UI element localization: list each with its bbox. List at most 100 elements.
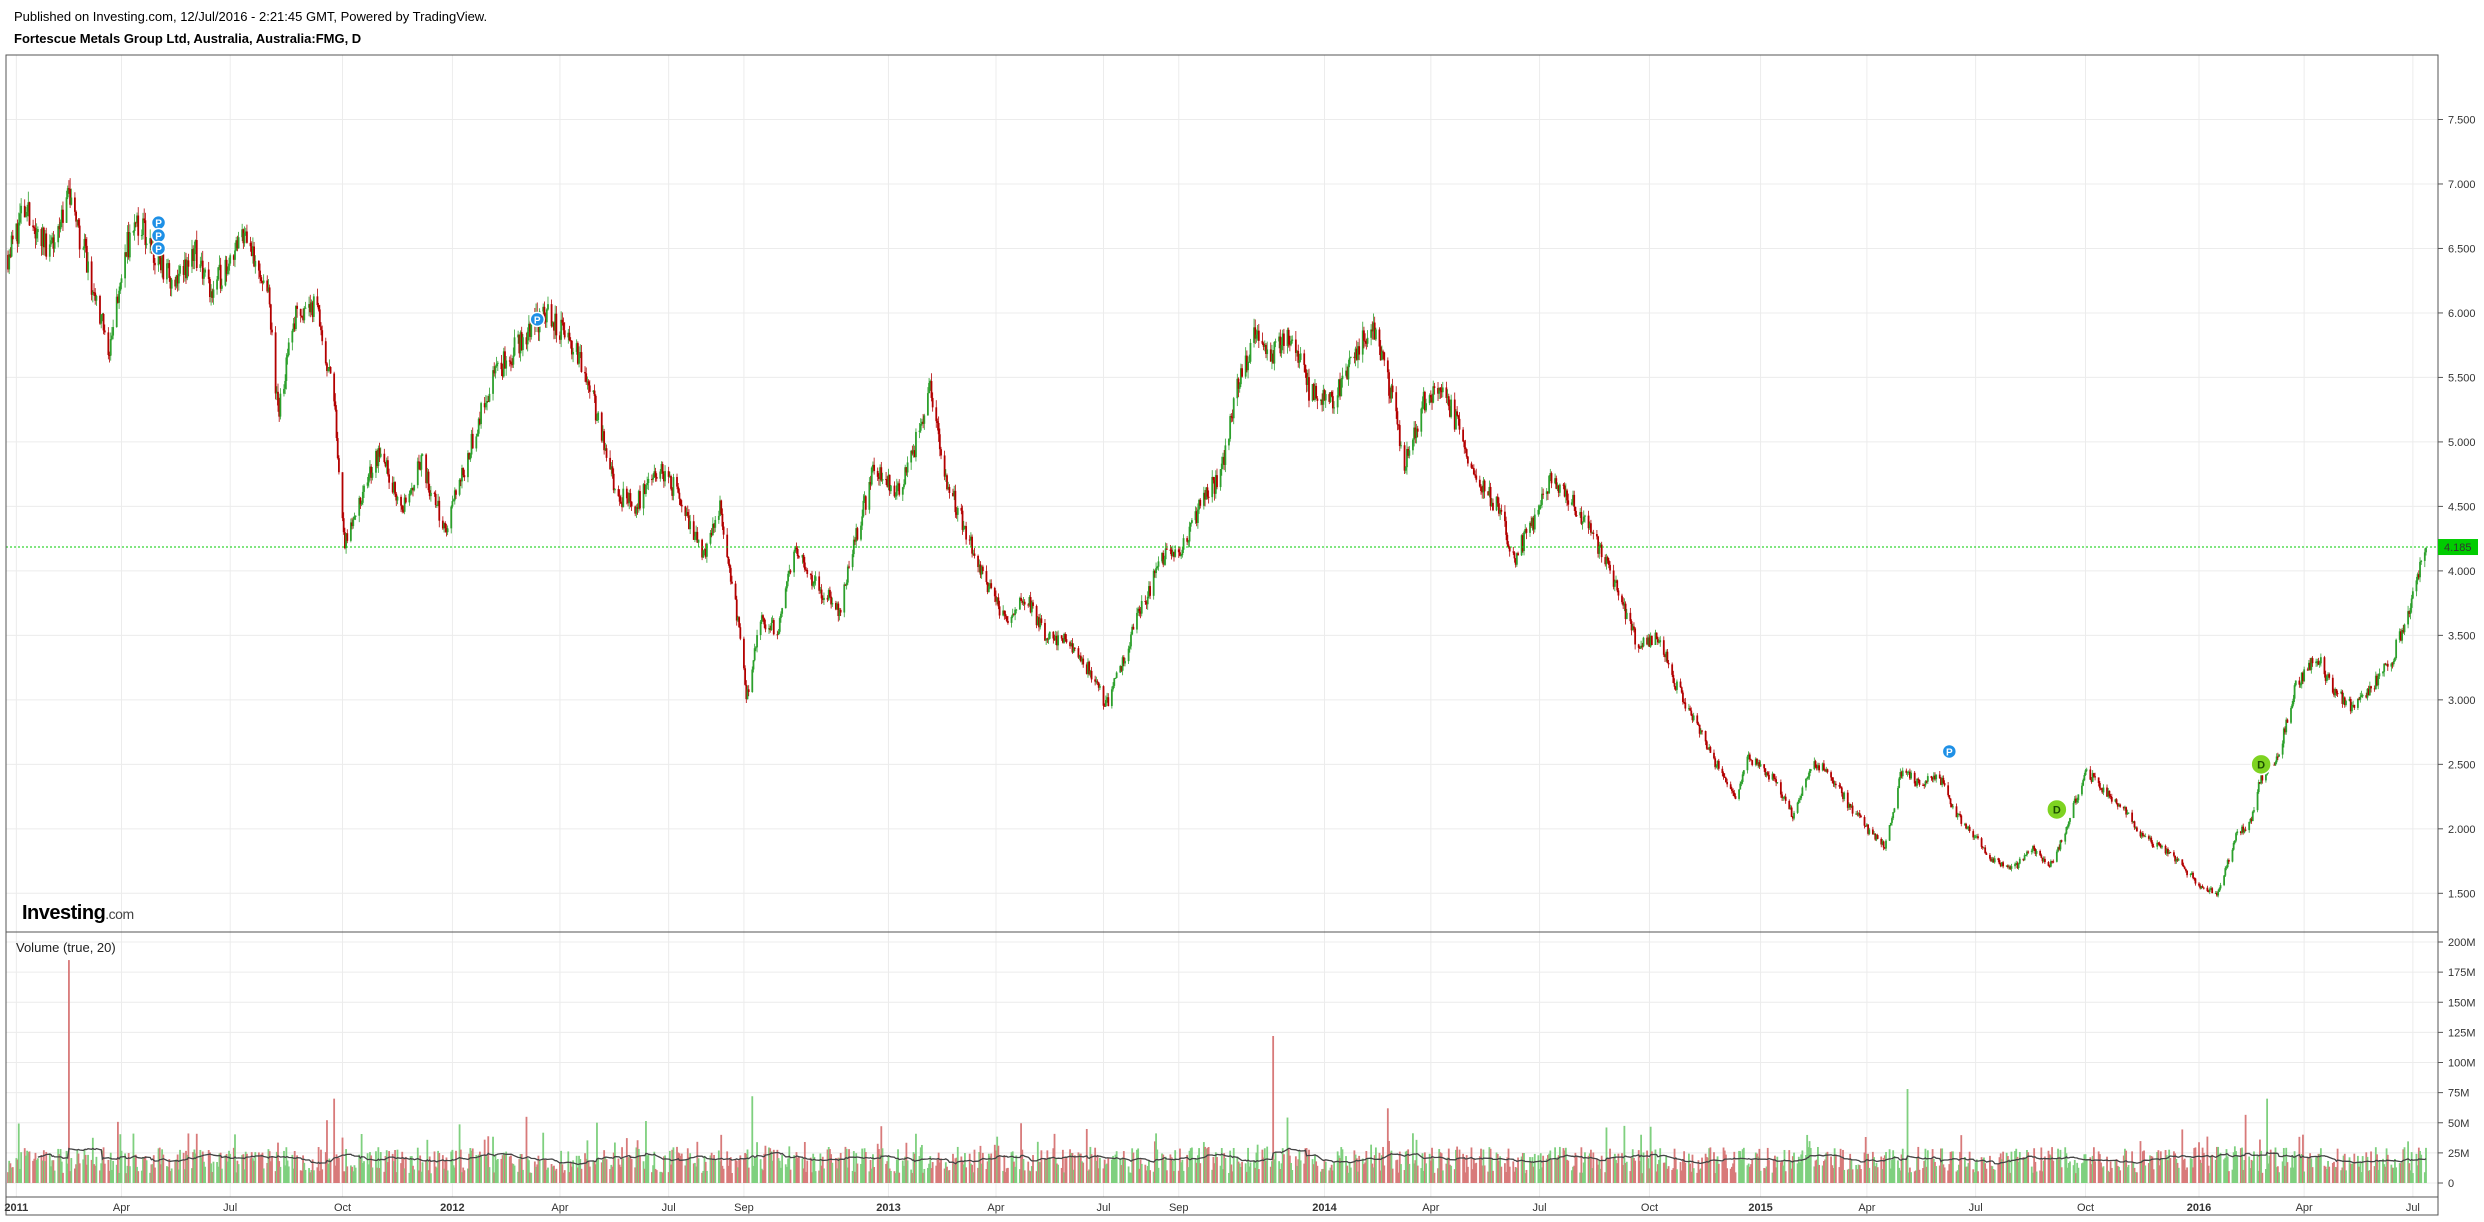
volume-bar: [2223, 1159, 2226, 1183]
volume-bar: [1339, 1158, 1341, 1183]
candle-body: [1079, 655, 1082, 662]
candle-body: [2193, 877, 2196, 879]
volume-bar: [115, 1164, 118, 1183]
volume-bar: [1148, 1160, 1150, 1183]
volume-bar: [309, 1172, 312, 1183]
volume-bar: [1030, 1166, 1033, 1183]
volume-bar: [788, 1146, 791, 1183]
volume-bar: [647, 1155, 650, 1183]
volume-bar: [1581, 1172, 1584, 1183]
volume-bar: [778, 1160, 781, 1183]
volume-bar: [784, 1164, 787, 1183]
volume-bar: [2377, 1169, 2380, 1183]
volume-bar: [1897, 1160, 1899, 1183]
candle-body: [905, 467, 908, 473]
candle-body: [262, 280, 265, 283]
candle-body: [627, 498, 629, 504]
volume-bar: [753, 1157, 756, 1183]
candle-body: [2023, 855, 2026, 861]
volume-bar: [604, 1156, 607, 1183]
candle-body: [2201, 885, 2204, 888]
volume-bar: [1060, 1167, 1063, 1183]
volume-bar: [2157, 1150, 2160, 1183]
volume-bar: [2306, 1157, 2309, 1183]
candle-body: [177, 273, 180, 284]
candle-body: [1087, 661, 1089, 674]
candle-body: [1423, 391, 1426, 411]
volume-bar: [334, 1165, 337, 1183]
candle-body: [1765, 772, 1768, 776]
candle-body: [1298, 359, 1301, 363]
volume-bar: [75, 1164, 77, 1183]
candle-body: [403, 497, 406, 512]
candle-body: [2134, 827, 2137, 829]
candle-body: [462, 468, 465, 476]
volume-bar: [1682, 1159, 1684, 1183]
volume-bar: [1793, 1152, 1795, 1183]
candle-body: [2091, 773, 2094, 782]
volume-bar: [1315, 1161, 1318, 1183]
volume-bar: [279, 1166, 282, 1183]
candle-body: [435, 504, 438, 506]
candle-body: [111, 335, 113, 340]
volume-bar: [512, 1163, 515, 1183]
volume-bar: [2115, 1159, 2118, 1183]
candle-body: [1204, 492, 1206, 500]
volume-bar: [2189, 1158, 2192, 1183]
candle-body: [879, 467, 882, 479]
volume-bar: [1236, 1156, 1239, 1183]
candle-body: [23, 205, 26, 218]
candle-body: [371, 472, 374, 478]
candle-body: [1333, 407, 1335, 409]
candle-body: [1856, 813, 1859, 815]
candle-body: [893, 485, 896, 497]
volume-bar: [2049, 1155, 2052, 1183]
candle-body: [926, 393, 929, 416]
volume-bar: [300, 1170, 303, 1183]
volume-bar: [244, 1151, 247, 1183]
volume-bar: [1247, 1147, 1249, 1183]
volume-bar: [469, 1148, 472, 1183]
volume-bar: [922, 1172, 925, 1183]
volume-bar: [919, 1147, 922, 1183]
candle-body: [2175, 859, 2178, 862]
volume-bar: [1396, 1159, 1399, 1183]
candle-body: [161, 254, 164, 271]
candle-body: [2167, 848, 2169, 854]
volume-bar: [1975, 1159, 1978, 1183]
volume-bar: [2317, 1153, 2320, 1183]
volume-bar: [636, 1140, 639, 1183]
volume-bar: [811, 1172, 813, 1183]
candle-body: [889, 485, 892, 492]
candle-body: [1186, 538, 1189, 542]
candle-body: [493, 370, 496, 374]
candle-body: [555, 313, 558, 336]
candle-body: [1372, 322, 1375, 332]
volume-bar: [688, 1156, 690, 1183]
candle-body: [2348, 699, 2351, 701]
volume-bar: [1255, 1152, 1258, 1183]
candle-body: [612, 473, 615, 491]
candle-body: [2066, 826, 2069, 828]
candle-body: [303, 307, 306, 321]
volume-bar: [99, 1170, 101, 1183]
candle-body: [441, 520, 444, 529]
candle-body: [1389, 395, 1392, 399]
candle-body: [747, 689, 750, 693]
volume-bar: [703, 1155, 706, 1183]
candle-body: [1818, 765, 1821, 771]
volume-bar: [946, 1166, 948, 1183]
candle-body: [1312, 383, 1315, 401]
volume-bar: [504, 1154, 506, 1183]
candle-body: [1772, 773, 1775, 778]
candle-body: [802, 554, 805, 563]
candle-body: [1281, 333, 1284, 346]
volume-bar: [671, 1149, 674, 1183]
candle-body: [1800, 795, 1803, 799]
volume-bar: [1924, 1148, 1927, 1183]
volume-bar: [2206, 1136, 2209, 1183]
candle-body: [2208, 889, 2211, 892]
time-tick-label: 2016: [2187, 1202, 2211, 1214]
volume-bar: [277, 1142, 279, 1183]
volume-bar: [69, 1171, 72, 1183]
